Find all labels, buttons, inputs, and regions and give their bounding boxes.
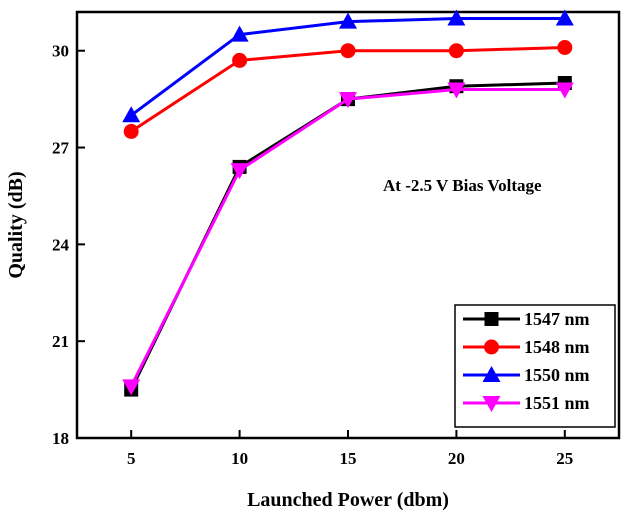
legend-item: 1550 nm [463, 365, 590, 385]
y-tick-label: 21 [52, 332, 69, 351]
axis-ticks: 5 10 15 20 25 18 21 24 27 30 [52, 42, 573, 468]
point-triangle-up-marker [122, 106, 141, 123]
y-tick-label: 27 [52, 139, 70, 158]
point-circle-marker [123, 123, 139, 139]
point-circle-marker [448, 43, 464, 59]
legend-label: 1547 nm [524, 309, 590, 329]
legend-item: 1548 nm [463, 337, 590, 357]
legend-label: 1548 nm [524, 337, 590, 357]
series-layer [122, 9, 574, 397]
y-tick-label: 30 [52, 42, 69, 61]
x-tick-label: 15 [340, 449, 357, 468]
point-triangle-up-marker [482, 366, 501, 382]
y-tick-label: 24 [52, 235, 70, 254]
point-triangle-down-marker [555, 82, 574, 99]
legend-label: 1550 nm [524, 365, 590, 385]
y-tick-label: 18 [52, 429, 69, 448]
point-triangle-down-marker [122, 379, 141, 396]
series-2 [122, 9, 574, 123]
legend-item: 1547 nm [463, 309, 590, 329]
x-tick-label: 25 [556, 449, 573, 468]
x-tick-label: 20 [448, 449, 465, 468]
point-triangle-up-marker [447, 9, 466, 26]
point-circle-marker [557, 40, 573, 55]
series-3 [122, 82, 574, 396]
point-circle-marker [232, 52, 248, 68]
series-1 [123, 40, 573, 139]
point-triangle-down-marker [230, 163, 249, 180]
point-circle-marker [340, 43, 356, 59]
point-triangle-up-marker [339, 12, 357, 29]
x-tick-label: 5 [127, 449, 136, 468]
point-circle-marker [484, 339, 499, 355]
point-triangle-down-marker [339, 92, 357, 109]
legend-box [454, 304, 616, 428]
annotation-text: At -2.5 V Bias Voltage [383, 176, 542, 195]
point-triangle-down-marker [447, 82, 466, 99]
point-square-marker [484, 312, 499, 326]
legend-label: 1551 nm [524, 393, 590, 413]
y-axis-title: Quality (dB) [5, 171, 27, 278]
legend-item: 1551 nm [463, 393, 590, 413]
point-triangle-down-marker [482, 396, 501, 412]
x-axis-title: Launched Power (dbm) [247, 489, 449, 511]
point-triangle-up-marker [230, 25, 249, 42]
point-triangle-up-marker [555, 9, 574, 26]
x-tick-label: 10 [231, 449, 248, 468]
legend: 1547 nm 1548 nm 1550 nm 1551 nm [454, 304, 616, 428]
